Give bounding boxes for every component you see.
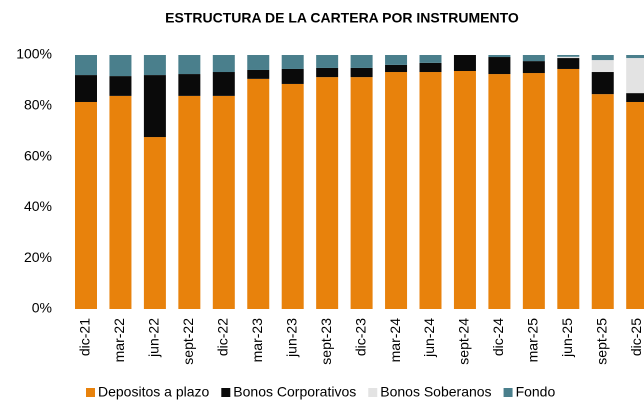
y-tick-label: 80% (24, 97, 52, 113)
x-tick-label: dic-24 (490, 318, 506, 356)
x-tick-label: jun-22 (146, 318, 162, 358)
bar-segment (178, 55, 201, 75)
bar-segment (350, 55, 373, 68)
bar-segment (143, 75, 166, 138)
x-tick-label: sept-24 (456, 318, 472, 365)
bar-segment (522, 61, 545, 74)
bar-segment (522, 73, 545, 309)
bar-segment (385, 64, 408, 73)
bar-segment (143, 55, 166, 76)
bar-segment (557, 58, 580, 69)
x-tick-label: jun-25 (559, 318, 575, 358)
bar-segment (350, 67, 373, 78)
bar-segment (316, 67, 339, 78)
legend-swatch (503, 388, 513, 397)
bar-segment (75, 75, 97, 102)
legend-label: Bonos Corporativos (233, 384, 356, 400)
bar-segment (281, 68, 304, 84)
legend-swatch (221, 388, 231, 397)
bar-segment (488, 74, 511, 309)
bar-segment (488, 55, 511, 58)
bar-segment (626, 101, 644, 310)
bar-segment (453, 55, 476, 72)
y-tick-label: 20% (24, 249, 52, 265)
bar-segment (419, 72, 442, 309)
bar-segment (212, 72, 235, 96)
x-tick-label: mar-22 (111, 318, 127, 363)
bar-segment (247, 69, 270, 79)
bar-segment (247, 55, 270, 70)
bar-segment (385, 55, 408, 65)
bar-segment (212, 55, 235, 73)
bar-segment (591, 72, 614, 95)
x-tick-label: jun-24 (421, 318, 437, 358)
bar-segment (212, 95, 235, 309)
bar-segment (557, 56, 580, 59)
bar-segment (316, 55, 339, 68)
x-tick-label: sept-22 (180, 318, 196, 365)
x-tick-label: dic-25 (628, 318, 644, 356)
x-tick-label: sept-23 (318, 318, 334, 365)
bar-segment (488, 57, 511, 75)
x-tick-label: jun-23 (283, 318, 299, 358)
x-tick-label: dic-23 (352, 318, 368, 356)
legend-label: Bonos Soberanos (380, 384, 491, 400)
x-tick-label: mar-25 (525, 318, 541, 363)
legend-swatch (368, 388, 378, 397)
bar-segment (75, 101, 97, 310)
x-tick-label: mar-23 (249, 318, 265, 363)
bar-segment (143, 137, 166, 309)
bar-segment (557, 55, 580, 57)
bar-segment (453, 71, 476, 309)
bar-segment (281, 83, 304, 310)
bar-segment (350, 77, 373, 310)
y-tick-label: 100% (16, 46, 52, 62)
x-tick-label: sept-25 (593, 318, 609, 365)
bar-segment (626, 93, 644, 102)
bar-segment (385, 72, 408, 309)
bar-segment (626, 58, 644, 94)
bar-segment (178, 74, 201, 96)
y-tick-label: 0% (32, 300, 52, 316)
bar-segment (419, 62, 442, 73)
legend-swatch (86, 388, 95, 397)
bar-segment (247, 78, 270, 309)
bar-segment (316, 77, 339, 310)
legend-label: Fondo (516, 384, 556, 400)
y-tick-label: 40% (24, 198, 52, 214)
bar-segment (626, 55, 644, 59)
bar-segment (557, 68, 580, 309)
y-tick-label: 60% (24, 147, 52, 163)
bar-segment (178, 95, 201, 309)
bar-segment (522, 55, 545, 62)
bar-segment (109, 95, 132, 309)
chart-title: ESTRUCTURA DE LA CARTERA POR INSTRUMENTO (165, 10, 519, 26)
x-tick-label: dic-21 (77, 318, 93, 356)
bar-segment (281, 55, 304, 69)
x-tick-label: mar-24 (387, 318, 403, 363)
bar-segment (591, 60, 614, 73)
bar-segment (591, 55, 614, 61)
bar-segment (591, 94, 614, 309)
bar-segment (419, 55, 442, 63)
bar-segment (109, 55, 132, 77)
bar-segment (75, 55, 97, 76)
legend-label: Depositos a plazo (98, 384, 210, 400)
bar-segment (109, 76, 132, 96)
x-tick-label: dic-22 (215, 318, 231, 356)
